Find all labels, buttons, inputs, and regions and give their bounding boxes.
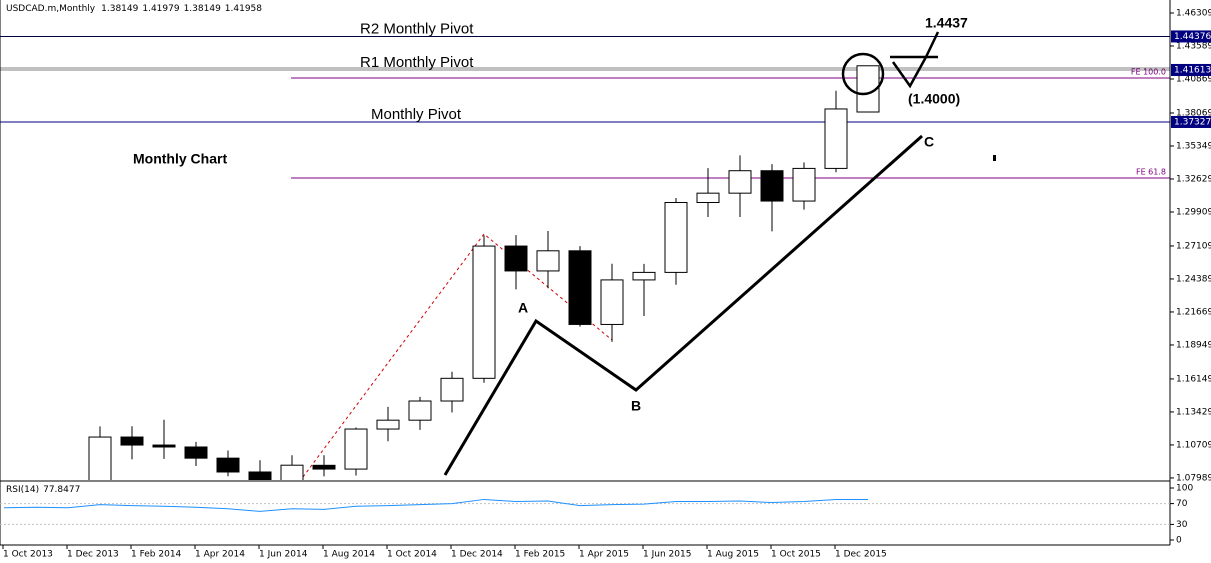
annotation: A [518,300,528,316]
candle-body [312,464,336,470]
x-tick-label: 1 Dec 2013 [67,550,119,560]
fib-label: FE 100.0 [1131,68,1166,77]
target-line [891,56,928,89]
chart-title: USDCAD.m,Monthly 1.38149 1.41979 1.38149 1.4… [6,4,262,14]
y-tick-label: 1.21669 [1176,307,1211,317]
rsi-tick-label: 0 [1176,536,1182,546]
x-tick-label: 1 Oct 2015 [771,550,821,560]
level-label: R1 Monthly Pivot [360,54,474,71]
x-tick-label: 1 Feb 2014 [131,550,182,560]
candle-body [568,250,592,325]
candle-body [824,108,848,169]
annotation: 1.4437 [925,15,968,31]
candle-body [600,279,624,325]
y-tick-label: 1.38069 [1176,108,1211,118]
ohlc-open: 1.38149 [101,4,138,14]
y-tick-label: 1.46309 [1176,8,1211,18]
rsi-last: 77.8477 [43,485,80,495]
rsi-tick-label: 30 [1176,520,1188,530]
candle-body [440,377,464,402]
candle-body [792,167,816,202]
level-price-box [1171,63,1211,76]
y-tick-label: 1.29909 [1176,207,1211,217]
candle-body [856,65,880,113]
y-tick-label: 1.27109 [1176,241,1211,251]
candle-body [632,271,656,281]
annotation: B [631,398,641,414]
candle-body [664,202,688,273]
rsi-tick-label: 100 [1176,484,1193,494]
level-price-label: 1.37327 [1174,117,1211,127]
candle-body [88,436,112,480]
rsi-name: RSI(14) [6,485,39,495]
y-tick-label: 1.24389 [1176,274,1211,284]
candle-body [728,170,752,194]
candle-body [696,192,720,204]
ohlc-low: 1.38149 [184,4,221,14]
rsi-tick-label: 70 [1176,499,1188,509]
annotation: C [924,134,934,150]
level-price-box [1171,115,1211,128]
fib-label: FE 61.8 [1136,167,1166,176]
x-tick-label: 1 Oct 2013 [3,550,53,560]
ohlc-high: 1.41979 [142,4,179,14]
abc-wave [443,134,923,476]
candle-body [216,457,240,473]
x-tick-label: 1 Aug 2015 [707,550,759,560]
y-tick-label: 1.43589 [1176,41,1211,51]
rsi-line [3,498,869,512]
candle-body [472,245,496,379]
y-tick-label: 1.32629 [1176,174,1211,184]
candle-body [504,245,528,272]
x-tick-label: 1 Apr 2015 [579,550,629,560]
level-price-label: 1.44376 [1174,32,1211,42]
candle-body [376,419,400,430]
y-tick-label: 1.35349 [1176,141,1211,151]
y-tick-label: 1.40869 [1176,75,1211,85]
level-label: Monthly Pivot [371,106,462,123]
x-tick-label: 1 Oct 2014 [387,550,437,560]
y-tick-label: 1.18949 [1176,340,1211,350]
y-tick-label: 1.10709 [1176,440,1211,450]
candle-body [184,446,208,459]
level-label: R2 Monthly Pivot [360,20,474,37]
annotation: (1.4000) [908,91,960,107]
x-tick-label: 1 Jun 2014 [259,550,308,560]
rsi-title: RSI(14) 77.8477 [6,485,80,495]
candle-body [760,170,784,202]
x-tick-label: 1 Dec 2015 [835,550,887,560]
candle-body [536,250,560,272]
x-tick-label: 1 Jun 2015 [643,550,691,560]
candle-body [344,428,368,470]
candle-body [248,471,272,480]
level-price-label: 1.41613 [1174,65,1211,75]
ohlc-close: 1.41958 [225,4,262,14]
candle-body [120,436,144,446]
levels: R2 Monthly Pivot R1 Monthly Pivot Monthly … [0,20,1170,179]
x-tick-label: 1 Feb 2015 [515,550,565,560]
x-tick-label: 1 Dec 2014 [451,550,503,560]
level-price-box [1171,30,1211,43]
title: USDCAD.m,Monthly [6,4,96,14]
y-tick-label: 1.07989 [1176,473,1211,483]
x-tick-label: 1 Apr 2014 [195,550,245,560]
x-tick-label: 1 Aug 2014 [323,550,375,560]
y-tick-label: 1.13429 [1176,407,1211,417]
marker [993,155,996,161]
candle-body [152,444,176,448]
candle-body [408,400,432,421]
y-tick-label: 1.16149 [1176,374,1211,384]
annotation: Monthly Chart [133,151,227,167]
candles [88,65,880,480]
candle-body [280,464,304,480]
circle-marker [841,52,885,96]
target-line [924,31,940,58]
